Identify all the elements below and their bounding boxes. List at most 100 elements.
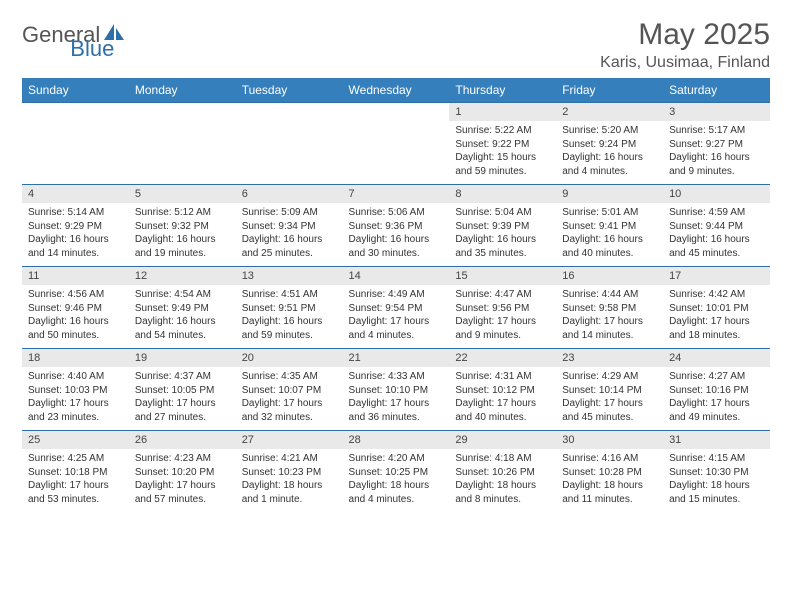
sunset-line: Sunset: 9:49 PM (135, 302, 230, 316)
day-details-cell: Sunrise: 4:42 AMSunset: 10:01 PMDaylight… (663, 285, 770, 349)
daylight-line: Daylight: 18 hours and 4 minutes. (349, 479, 444, 506)
sunrise-line: Sunrise: 5:20 AM (562, 124, 657, 138)
day-details-cell: Sunrise: 4:49 AMSunset: 9:54 PMDaylight:… (343, 285, 450, 349)
day-number-cell (343, 103, 450, 122)
day-number-cell: 24 (663, 349, 770, 368)
weekday-header: Sunday (22, 78, 129, 103)
day-number-row: 123 (22, 103, 770, 122)
weekday-header: Tuesday (236, 78, 343, 103)
day-details-cell: Sunrise: 5:06 AMSunset: 9:36 PMDaylight:… (343, 203, 450, 267)
daylight-line: Daylight: 17 hours and 32 minutes. (242, 397, 337, 424)
sunset-line: Sunset: 10:01 PM (669, 302, 764, 316)
day-number-cell: 8 (449, 185, 556, 204)
sunset-line: Sunset: 10:12 PM (455, 384, 550, 398)
day-number-cell: 6 (236, 185, 343, 204)
daylight-line: Daylight: 16 hours and 25 minutes. (242, 233, 337, 260)
sunset-line: Sunset: 9:34 PM (242, 220, 337, 234)
daylight-line: Daylight: 17 hours and 14 minutes. (562, 315, 657, 342)
daylight-line: Daylight: 18 hours and 15 minutes. (669, 479, 764, 506)
sunrise-line: Sunrise: 5:22 AM (455, 124, 550, 138)
day-number-cell: 1 (449, 103, 556, 122)
sunrise-line: Sunrise: 4:15 AM (669, 452, 764, 466)
day-details-cell: Sunrise: 4:47 AMSunset: 9:56 PMDaylight:… (449, 285, 556, 349)
sunset-line: Sunset: 9:58 PM (562, 302, 657, 316)
daylight-line: Daylight: 17 hours and 9 minutes. (455, 315, 550, 342)
day-details-cell: Sunrise: 4:59 AMSunset: 9:44 PMDaylight:… (663, 203, 770, 267)
day-number-cell: 16 (556, 267, 663, 286)
sunset-line: Sunset: 10:25 PM (349, 466, 444, 480)
day-number-cell: 10 (663, 185, 770, 204)
day-details-cell: Sunrise: 5:20 AMSunset: 9:24 PMDaylight:… (556, 121, 663, 185)
daylight-line: Daylight: 16 hours and 45 minutes. (669, 233, 764, 260)
sunrise-line: Sunrise: 5:14 AM (28, 206, 123, 220)
day-number-cell: 17 (663, 267, 770, 286)
sunset-line: Sunset: 9:44 PM (669, 220, 764, 234)
day-details-cell: Sunrise: 5:12 AMSunset: 9:32 PMDaylight:… (129, 203, 236, 267)
daylight-line: Daylight: 17 hours and 45 minutes. (562, 397, 657, 424)
day-number-cell (22, 103, 129, 122)
daylight-line: Daylight: 17 hours and 4 minutes. (349, 315, 444, 342)
sunrise-line: Sunrise: 4:27 AM (669, 370, 764, 384)
daylight-line: Daylight: 18 hours and 1 minute. (242, 479, 337, 506)
weekday-header: Friday (556, 78, 663, 103)
daylight-line: Daylight: 16 hours and 9 minutes. (669, 151, 764, 178)
day-details-cell: Sunrise: 4:33 AMSunset: 10:10 PMDaylight… (343, 367, 450, 431)
daylight-line: Daylight: 18 hours and 8 minutes. (455, 479, 550, 506)
day-number-cell: 11 (22, 267, 129, 286)
sunset-line: Sunset: 9:32 PM (135, 220, 230, 234)
daylight-line: Daylight: 16 hours and 35 minutes. (455, 233, 550, 260)
day-number-cell: 5 (129, 185, 236, 204)
sunrise-line: Sunrise: 4:31 AM (455, 370, 550, 384)
sunrise-line: Sunrise: 4:40 AM (28, 370, 123, 384)
day-number-cell: 20 (236, 349, 343, 368)
day-details-cell: Sunrise: 4:20 AMSunset: 10:25 PMDaylight… (343, 449, 450, 512)
day-number-row: 45678910 (22, 185, 770, 204)
day-details-cell: Sunrise: 4:18 AMSunset: 10:26 PMDaylight… (449, 449, 556, 512)
day-details-cell: Sunrise: 4:40 AMSunset: 10:03 PMDaylight… (22, 367, 129, 431)
day-details-cell: Sunrise: 4:44 AMSunset: 9:58 PMDaylight:… (556, 285, 663, 349)
day-number-cell: 4 (22, 185, 129, 204)
day-number-cell: 15 (449, 267, 556, 286)
daylight-line: Daylight: 17 hours and 40 minutes. (455, 397, 550, 424)
sunset-line: Sunset: 10:07 PM (242, 384, 337, 398)
sunrise-line: Sunrise: 4:47 AM (455, 288, 550, 302)
sunrise-line: Sunrise: 4:49 AM (349, 288, 444, 302)
sunset-line: Sunset: 10:14 PM (562, 384, 657, 398)
day-details-cell: Sunrise: 5:04 AMSunset: 9:39 PMDaylight:… (449, 203, 556, 267)
sunrise-line: Sunrise: 4:33 AM (349, 370, 444, 384)
daylight-line: Daylight: 16 hours and 19 minutes. (135, 233, 230, 260)
sunrise-line: Sunrise: 4:54 AM (135, 288, 230, 302)
sunset-line: Sunset: 10:05 PM (135, 384, 230, 398)
daylight-line: Daylight: 17 hours and 53 minutes. (28, 479, 123, 506)
sunrise-line: Sunrise: 5:12 AM (135, 206, 230, 220)
day-number-cell: 18 (22, 349, 129, 368)
daylight-line: Daylight: 16 hours and 14 minutes. (28, 233, 123, 260)
sunset-line: Sunset: 10:16 PM (669, 384, 764, 398)
day-details-cell (343, 121, 450, 185)
daylight-line: Daylight: 17 hours and 49 minutes. (669, 397, 764, 424)
day-details-cell: Sunrise: 5:14 AMSunset: 9:29 PMDaylight:… (22, 203, 129, 267)
sunset-line: Sunset: 9:51 PM (242, 302, 337, 316)
day-details-row: Sunrise: 4:56 AMSunset: 9:46 PMDaylight:… (22, 285, 770, 349)
day-details-row: Sunrise: 4:40 AMSunset: 10:03 PMDaylight… (22, 367, 770, 431)
sunrise-line: Sunrise: 5:06 AM (349, 206, 444, 220)
day-details-cell: Sunrise: 4:15 AMSunset: 10:30 PMDaylight… (663, 449, 770, 512)
sunset-line: Sunset: 10:28 PM (562, 466, 657, 480)
day-number-cell: 25 (22, 431, 129, 450)
sunrise-line: Sunrise: 5:17 AM (669, 124, 764, 138)
day-number-cell (129, 103, 236, 122)
sunrise-line: Sunrise: 5:01 AM (562, 206, 657, 220)
daylight-line: Daylight: 16 hours and 59 minutes. (242, 315, 337, 342)
day-details-cell: Sunrise: 4:56 AMSunset: 9:46 PMDaylight:… (22, 285, 129, 349)
sunset-line: Sunset: 9:27 PM (669, 138, 764, 152)
sunrise-line: Sunrise: 4:56 AM (28, 288, 123, 302)
day-details-cell: Sunrise: 4:21 AMSunset: 10:23 PMDaylight… (236, 449, 343, 512)
day-number-row: 18192021222324 (22, 349, 770, 368)
sunrise-line: Sunrise: 4:20 AM (349, 452, 444, 466)
sunset-line: Sunset: 9:39 PM (455, 220, 550, 234)
logo-text-blue: Blue (70, 36, 114, 62)
page-subtitle: Karis, Uusimaa, Finland (600, 54, 770, 72)
day-number-cell: 23 (556, 349, 663, 368)
day-number-cell: 30 (556, 431, 663, 450)
day-number-cell: 9 (556, 185, 663, 204)
